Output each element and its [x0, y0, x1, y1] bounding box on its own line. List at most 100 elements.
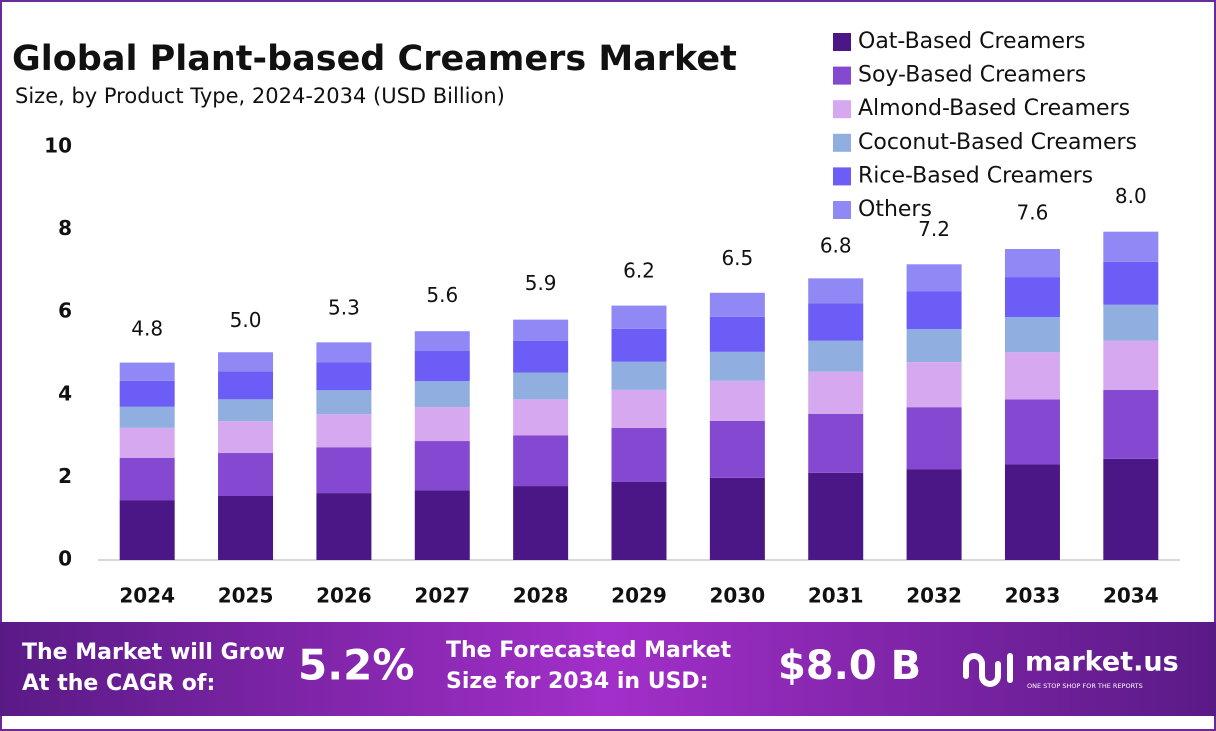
- bar-segment: [513, 486, 569, 560]
- bar-segment: [709, 316, 765, 352]
- bar-segment: [316, 447, 372, 494]
- bar-segment: [808, 413, 864, 473]
- bar-segment: [709, 380, 765, 421]
- bar-segment: [414, 331, 470, 352]
- x-tick-label: 2027: [414, 584, 470, 608]
- bar-segment: [218, 453, 274, 496]
- bar-segment: [611, 305, 667, 329]
- y-tick-label: 10: [44, 134, 72, 158]
- total-label: 7.6: [1017, 201, 1049, 225]
- legend-label: Oat-Based Creamers: [858, 29, 1086, 54]
- bar-segment: [1004, 317, 1060, 353]
- bar-segment: [1004, 464, 1060, 560]
- chart-subtitle: Size, by Product Type, 2024-2034 (USD Bi…: [15, 84, 505, 108]
- total-label: 5.6: [426, 283, 458, 307]
- bar-segment: [611, 427, 667, 482]
- y-tick-label: 4: [58, 381, 72, 405]
- bar-segment: [709, 420, 765, 478]
- bar-segment: [611, 361, 667, 390]
- bar-segment: [808, 472, 864, 560]
- x-tick-label: 2025: [218, 584, 274, 608]
- bar-segment: [513, 399, 569, 436]
- bar-segment: [218, 352, 274, 372]
- legend-swatch: [833, 33, 851, 51]
- bar-segment: [611, 481, 667, 560]
- bar-segment: [611, 389, 667, 428]
- brand-tagline: ONE STOP SHOP FOR THE REPORTS: [1027, 682, 1143, 690]
- brand-name: market.us: [1025, 647, 1179, 678]
- bar-segment: [808, 371, 864, 414]
- bar-segment: [119, 362, 175, 381]
- bar-segment: [709, 477, 765, 560]
- bar-segment: [1004, 352, 1060, 400]
- bar-segment: [513, 319, 569, 341]
- x-tick-label: 2030: [710, 584, 766, 608]
- bar-segment: [414, 381, 470, 408]
- bar-segment: [1103, 458, 1159, 560]
- legend-label: Rice-Based Creamers: [858, 163, 1093, 188]
- legend-swatch: [833, 66, 851, 85]
- bar-segment: [1004, 399, 1060, 465]
- bar-segment: [906, 469, 962, 560]
- x-tick-label: 2032: [906, 584, 962, 608]
- x-tick-label: 2031: [808, 584, 864, 608]
- x-tick-label: 2028: [513, 584, 569, 608]
- y-tick-label: 0: [58, 547, 72, 571]
- bar-segment: [906, 407, 962, 470]
- bar-segment: [316, 493, 372, 560]
- legend-label: Almond-Based Creamers: [858, 96, 1130, 121]
- bar-segment: [906, 362, 962, 408]
- x-tick-label: 2034: [1103, 584, 1159, 608]
- x-tick-label: 2029: [611, 584, 667, 608]
- total-label: 4.8: [131, 316, 163, 340]
- bar-segment: [808, 340, 864, 372]
- cagr-text: The Market will Grow: [22, 640, 285, 665]
- bar-segment: [808, 278, 864, 304]
- bar-segment: [906, 291, 962, 330]
- total-label: 7.2: [918, 217, 950, 241]
- bar-segment: [513, 340, 569, 373]
- x-tick-label: 2024: [119, 584, 175, 608]
- bar-segment: [218, 421, 274, 454]
- bar-segment: [218, 495, 274, 560]
- legend-swatch: [833, 167, 851, 186]
- bar-segment: [709, 292, 765, 317]
- bar-segment: [218, 399, 274, 422]
- bar-segment: [119, 457, 175, 501]
- total-label: 5.9: [525, 271, 557, 295]
- bar-segment: [1103, 389, 1159, 459]
- bar-segment: [414, 441, 470, 491]
- brand-logo: [963, 653, 1013, 687]
- bar-segment: [808, 303, 864, 341]
- bar-segment: [119, 406, 175, 428]
- legend-swatch: [833, 133, 851, 152]
- legend-label: Others: [858, 197, 932, 222]
- legend-label: Soy-Based Creamers: [858, 63, 1086, 88]
- y-tick-label: 6: [58, 299, 72, 323]
- bar-segment: [906, 329, 962, 363]
- y-tick-label: 8: [58, 216, 72, 240]
- bar-segment: [1103, 304, 1159, 341]
- legend-label: Coconut-Based Creamers: [858, 130, 1137, 155]
- bar-segment: [1103, 261, 1159, 305]
- total-label: 8.0: [1115, 184, 1147, 208]
- forecast-text: The Forecasted Market: [446, 638, 732, 663]
- bar-segment: [316, 390, 372, 415]
- bar-segment: [414, 407, 470, 442]
- bar-segment: [1004, 249, 1060, 278]
- bar-segment: [611, 328, 667, 362]
- total-label: 6.2: [623, 258, 655, 282]
- bar-segment: [513, 372, 569, 400]
- forecast-value: $8.0 B: [778, 643, 921, 689]
- bar-segment: [414, 490, 470, 560]
- total-label: 5.0: [230, 308, 262, 332]
- x-tick-label: 2026: [316, 584, 372, 608]
- legend-swatch: [833, 100, 851, 119]
- footer-band: [0, 622, 1216, 716]
- bar-segment: [1004, 277, 1060, 318]
- total-label: 6.8: [820, 234, 852, 258]
- x-tick-label: 2033: [1005, 584, 1061, 608]
- bar-segment: [414, 351, 470, 382]
- bar-segment: [119, 427, 175, 458]
